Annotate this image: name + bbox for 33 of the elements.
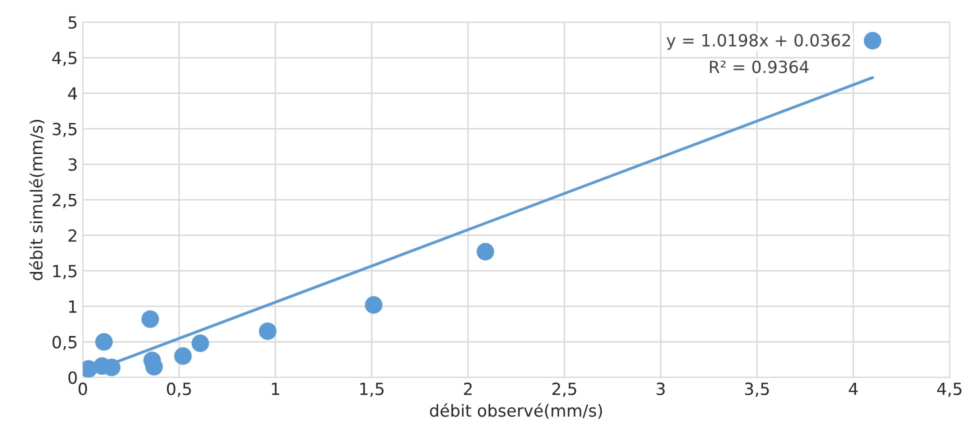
x-tick-label: 4 <box>848 382 858 395</box>
y-tick-label: 4 <box>68 87 77 100</box>
point <box>141 310 159 328</box>
point <box>192 334 210 352</box>
y-tick-label: 2 <box>68 229 76 242</box>
x-axis-title: débit observé(mm/s) <box>430 403 602 419</box>
y-tick-label: 4,5 <box>52 52 76 66</box>
x-tick-label: 3,5 <box>745 382 769 397</box>
y-tick-label: 5 <box>68 16 76 29</box>
x-tick-label: 2,5 <box>552 382 576 397</box>
point <box>174 347 192 365</box>
x-tick-label: 0,5 <box>166 382 191 397</box>
annotation: y = 1.0198x + 0.0362 <box>666 34 850 50</box>
point <box>364 296 382 314</box>
x-tick-label: 1 <box>272 382 280 395</box>
x-tick-label: 2 <box>464 382 472 395</box>
y-tick-label: 1 <box>69 300 76 313</box>
y-tick-label: 3 <box>68 158 77 171</box>
x-tick-label: 3 <box>656 382 665 396</box>
point <box>95 333 113 351</box>
x-tick-label: 1,5 <box>360 382 384 397</box>
x-tick-label: 4,5 <box>937 382 962 397</box>
point <box>258 322 277 340</box>
x-tick-label: 0 <box>78 382 87 396</box>
point <box>476 242 494 260</box>
y-tick-label: 2,5 <box>52 194 76 208</box>
annotation: R² = 0.9364 <box>710 60 809 74</box>
y-tick-label: 0,5 <box>52 336 76 350</box>
y-axis-title: débit simulé(mm/s) <box>29 120 45 280</box>
y-tick-label: 3,5 <box>52 122 76 138</box>
y-tick-label: 1,5 <box>53 265 76 280</box>
point <box>864 32 882 50</box>
y-tick-label: 0 <box>68 371 77 384</box>
